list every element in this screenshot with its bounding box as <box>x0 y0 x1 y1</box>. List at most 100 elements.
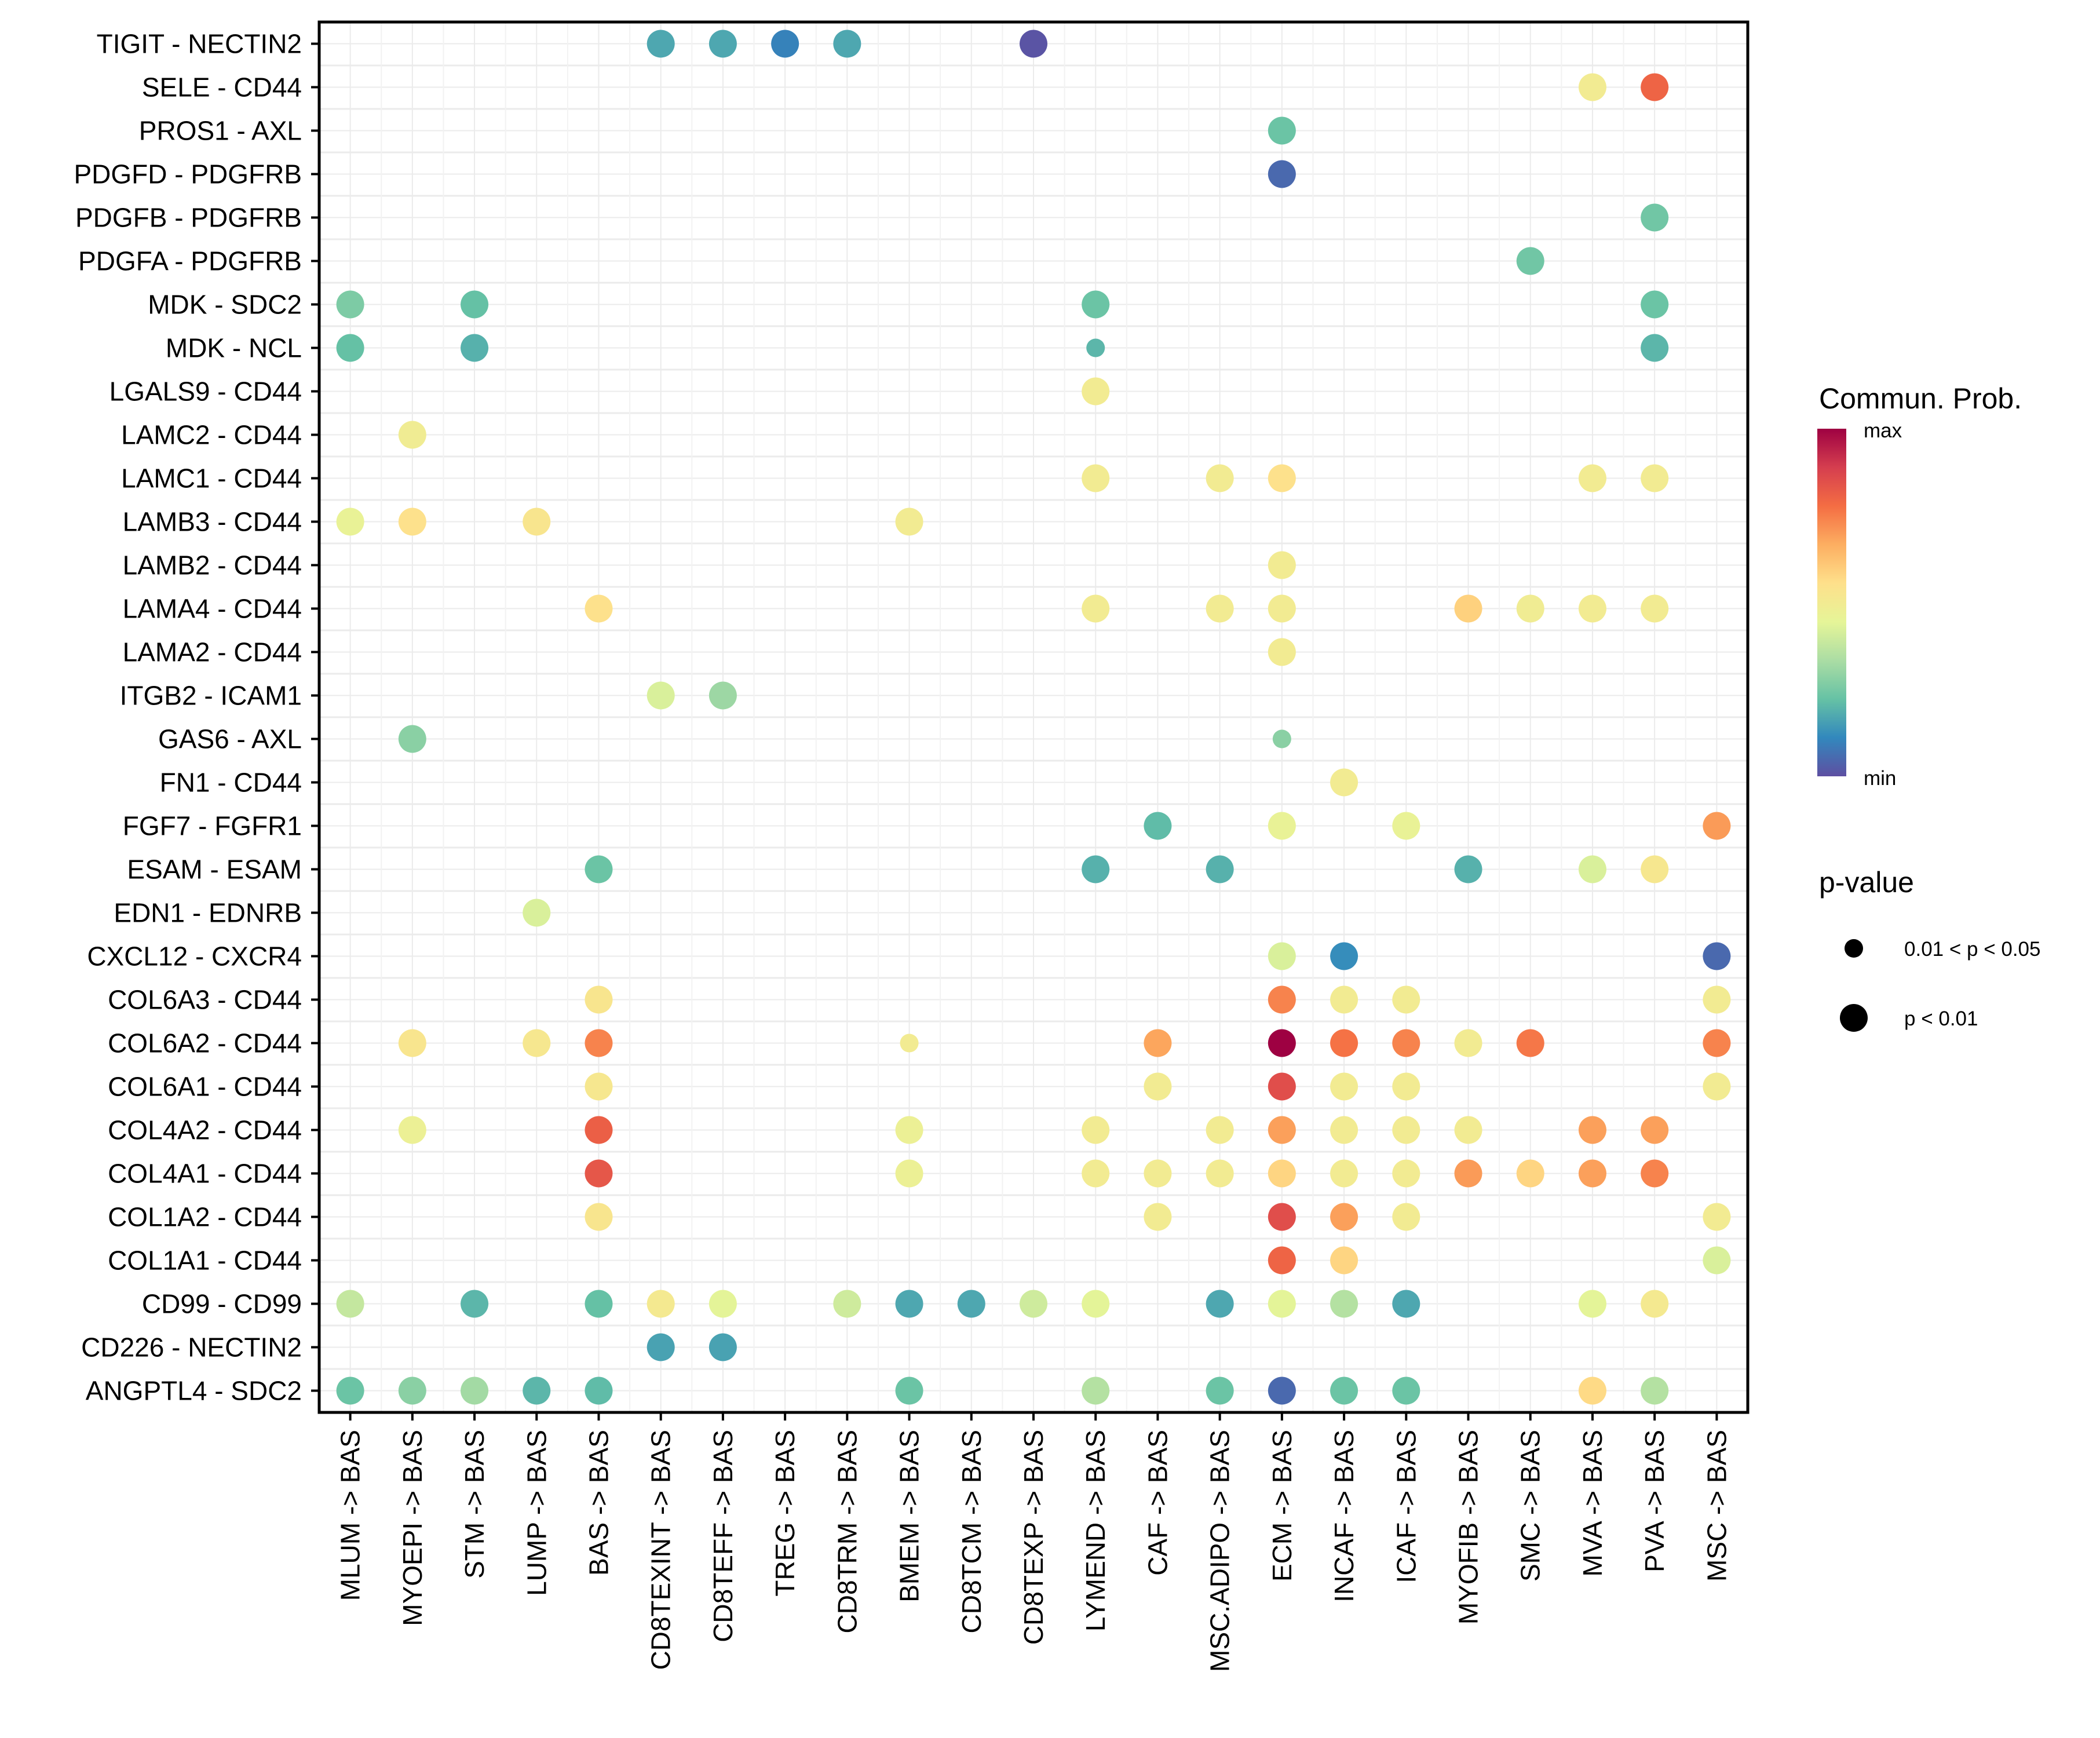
data-point <box>1020 1290 1047 1318</box>
data-point <box>1330 1203 1358 1231</box>
x-tick-label: SMC -> BAS <box>1515 1430 1546 1582</box>
data-point <box>1082 855 1110 883</box>
x-tick-label: MVA -> BAS <box>1577 1430 1608 1577</box>
colorbar-min-label: min <box>1864 767 1896 790</box>
data-point <box>771 30 799 58</box>
data-point <box>1392 812 1420 840</box>
data-point <box>585 594 613 623</box>
y-tick-label: TIGIT - NECTIN2 <box>97 29 302 59</box>
data-point <box>708 681 737 710</box>
data-point <box>1578 1376 1606 1405</box>
data-point <box>647 681 675 710</box>
data-point <box>1268 594 1296 623</box>
x-tick-label: CD8TEFF -> BAS <box>708 1430 738 1642</box>
data-point <box>461 1376 489 1405</box>
y-tick-label: CD226 - NECTIN2 <box>81 1332 302 1363</box>
data-point <box>1082 290 1110 319</box>
data-point <box>708 30 737 58</box>
y-tick-label: LAMC2 - CD44 <box>121 420 302 450</box>
data-point <box>1268 942 1296 970</box>
data-point <box>1703 1203 1731 1231</box>
y-tick-label: CXCL12 - CXCR4 <box>87 941 302 972</box>
data-point <box>1020 30 1047 58</box>
data-point <box>1082 594 1110 623</box>
data-point <box>1578 1159 1606 1188</box>
y-tick-label: SELE - CD44 <box>142 72 302 103</box>
x-tick-label: BMEM -> BAS <box>894 1430 925 1602</box>
data-point <box>1703 812 1731 840</box>
data-point <box>1454 594 1482 623</box>
data-point <box>1641 464 1669 492</box>
x-tick-label: MSC.ADIPO -> BAS <box>1205 1430 1235 1672</box>
data-point <box>1578 855 1606 883</box>
legend: Commun. Prob. max min p-value 0.01 < p <… <box>1817 382 2040 1032</box>
data-points <box>336 30 1731 1405</box>
data-point <box>1206 1376 1234 1405</box>
y-tick-label: MDK - NCL <box>166 333 302 363</box>
data-point <box>1641 855 1669 883</box>
y-tick-label: CD99 - CD99 <box>142 1289 302 1319</box>
colorbar-max-label: max <box>1864 419 1902 442</box>
data-point <box>398 421 426 449</box>
x-tick-label: CD8TRM -> BAS <box>832 1430 862 1633</box>
x-tick-label: CAF -> BAS <box>1142 1430 1173 1576</box>
data-point <box>1268 1246 1296 1275</box>
data-point <box>336 334 364 362</box>
data-point <box>1206 464 1234 492</box>
x-tick-label: CD8TCM -> BAS <box>956 1430 987 1633</box>
y-tick-label: LAMA4 - CD44 <box>123 594 302 624</box>
data-point <box>1144 1203 1172 1231</box>
data-point <box>1082 1290 1110 1318</box>
data-point <box>1330 1246 1358 1275</box>
data-point <box>1392 985 1420 1014</box>
y-tick-label: LAMC1 - CD44 <box>121 463 302 494</box>
data-point <box>1641 1376 1669 1405</box>
data-point <box>1268 985 1296 1014</box>
x-tick-label: TREG -> BAS <box>770 1430 800 1597</box>
y-tick-label: LAMB3 - CD44 <box>123 507 302 537</box>
data-point <box>1206 855 1234 883</box>
data-point <box>585 1029 613 1057</box>
data-point <box>1454 1116 1482 1144</box>
data-point <box>708 1290 737 1318</box>
y-tick-label: LGALS9 - CD44 <box>109 377 302 407</box>
y-tick-label: GAS6 - AXL <box>158 724 302 754</box>
x-tick-label: MLUM -> BAS <box>335 1430 366 1601</box>
data-point <box>1268 1376 1296 1405</box>
data-point <box>398 1376 426 1405</box>
data-point <box>1268 551 1296 579</box>
size-legend-dot-large <box>1840 1004 1868 1032</box>
data-point <box>1392 1072 1420 1101</box>
x-tick-label: MSC -> BAS <box>1701 1430 1732 1582</box>
y-tick-label: PDGFB - PDGFRB <box>75 203 302 233</box>
data-point <box>1392 1376 1420 1405</box>
data-point <box>1516 247 1544 275</box>
data-point <box>895 1116 923 1144</box>
data-point <box>336 1376 364 1405</box>
data-point <box>523 1376 551 1405</box>
data-point <box>1330 985 1358 1014</box>
x-tick-label: ICAF -> BAS <box>1391 1430 1421 1583</box>
data-point <box>523 899 551 927</box>
data-point <box>1454 1029 1482 1057</box>
data-point <box>957 1290 985 1318</box>
data-point <box>1392 1203 1420 1231</box>
data-point <box>895 1290 923 1318</box>
data-point <box>1454 855 1482 883</box>
data-point <box>1392 1290 1420 1318</box>
data-point <box>1703 1246 1731 1275</box>
data-point <box>708 1333 737 1361</box>
data-point <box>1206 1290 1234 1318</box>
y-tick-label: ESAM - ESAM <box>127 855 302 885</box>
data-point <box>1268 1072 1296 1101</box>
data-point <box>461 1290 489 1318</box>
y-tick-label: LAMA2 - CD44 <box>123 637 302 667</box>
data-point <box>585 1203 613 1231</box>
data-point <box>1144 1072 1172 1101</box>
data-point <box>1330 1376 1358 1405</box>
data-point <box>1641 334 1669 362</box>
size-legend-label-large: p < 0.01 <box>1904 1007 1978 1030</box>
y-tick-label: COL4A1 - CD44 <box>108 1159 302 1189</box>
data-point <box>1268 1159 1296 1188</box>
data-point <box>1206 1116 1234 1144</box>
